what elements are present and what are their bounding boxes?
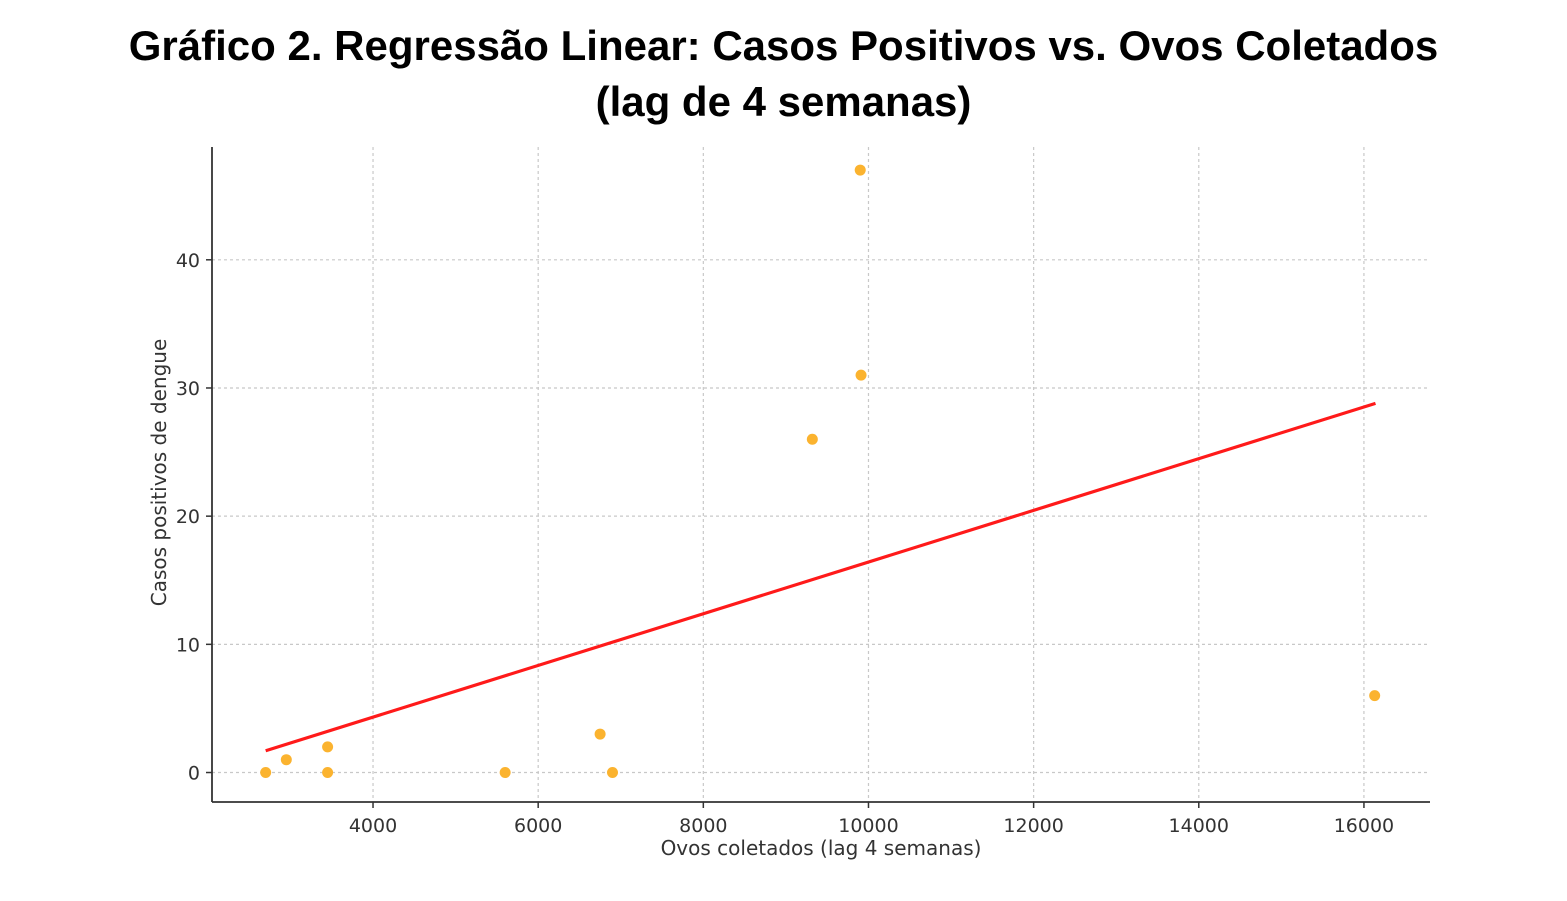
data-point xyxy=(855,369,867,381)
x-tick-label: 10000 xyxy=(838,815,898,837)
chart-title: Gráfico 2. Regressão Linear: Casos Posit… xyxy=(0,18,1567,130)
regression-layer xyxy=(265,401,1376,753)
points-layer xyxy=(260,164,1381,779)
y-tick-label: 20 xyxy=(176,506,200,528)
y-tick-label: 30 xyxy=(176,378,200,400)
data-point xyxy=(854,164,866,176)
chart-title-line-2: (lag de 4 semanas) xyxy=(595,78,972,125)
x-tick-label: 16000 xyxy=(1334,815,1394,837)
x-tick-label: 14000 xyxy=(1169,815,1229,837)
data-point xyxy=(606,767,618,779)
chart-title-line-1: Gráfico 2. Regressão Linear: Casos Posit… xyxy=(128,22,1439,69)
data-point xyxy=(499,767,511,779)
x-tick-label: 4000 xyxy=(349,815,397,837)
y-axis-label: Casos positivos de dengue xyxy=(147,339,171,607)
x-axis-label: Ovos coletados (lag 4 semanas) xyxy=(661,836,982,860)
y-tick-label: 40 xyxy=(176,250,200,272)
data-point xyxy=(594,728,606,740)
data-point xyxy=(260,767,272,779)
x-tick-label: 12000 xyxy=(1003,815,1063,837)
data-point xyxy=(322,767,334,779)
y-tick-label: 0 xyxy=(188,763,200,785)
data-point xyxy=(280,754,292,766)
data-point xyxy=(322,741,334,753)
x-tick-label: 8000 xyxy=(679,815,727,837)
y-tick-label: 10 xyxy=(176,634,200,656)
axes-layer xyxy=(211,147,1430,803)
data-point xyxy=(1369,690,1381,702)
data-point xyxy=(806,433,818,445)
grid-layer xyxy=(212,147,1430,802)
regression-line xyxy=(265,401,1376,753)
x-tick-label: 6000 xyxy=(514,815,562,837)
ticks-layer: 4000 6000 8000 10000 12000 14000 16000 0 10 20 30 4… xyxy=(176,250,1394,837)
